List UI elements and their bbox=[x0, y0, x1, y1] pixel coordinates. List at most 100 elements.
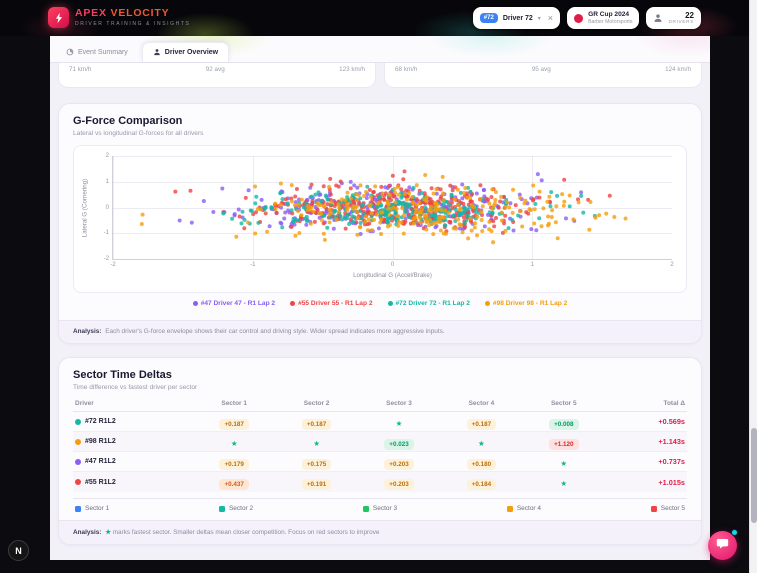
speed-max: 124 km/h bbox=[665, 66, 691, 73]
col-sector-5: Sector 5 bbox=[550, 400, 577, 407]
sector-table-header: Driver Sector 1 Sector 2 Sector 3 Sector… bbox=[73, 396, 687, 412]
gforce-card-head: G-Force Comparison Lateral vs longitudin… bbox=[59, 104, 701, 137]
sector-delta-cell: +0.187 bbox=[193, 413, 275, 431]
scrollbar-thumb[interactable] bbox=[751, 428, 757, 523]
driver-color-dot bbox=[75, 458, 81, 465]
page-content: 71 km/h 92 avg 123 km/h 68 km/h 95 avg 1… bbox=[50, 63, 710, 560]
legend-dot-icon bbox=[484, 301, 490, 306]
gforce-legend-item[interactable]: #72 Driver 72 - R1 Lap 2 bbox=[387, 300, 470, 307]
sector-delta-cell: ★ bbox=[523, 473, 605, 491]
driver-cell: #98 R1L2 bbox=[75, 438, 193, 445]
driver-select-label: Driver 72 bbox=[502, 14, 533, 22]
driver-color-dot bbox=[75, 418, 81, 425]
driver-color-dot bbox=[75, 479, 81, 485]
fastest-star-icon: ★ bbox=[560, 479, 568, 488]
sector-legend-item: Sector 3 bbox=[362, 505, 398, 512]
sector-delta-cell: +0.203 bbox=[358, 473, 440, 491]
y-tick-label: 1 bbox=[105, 178, 109, 185]
driver-label: #47 R1L2 bbox=[85, 458, 116, 465]
driver-overview-icon bbox=[153, 48, 161, 56]
tab-event-summary[interactable]: Event Summary bbox=[56, 43, 138, 62]
y-tick-label: 2 bbox=[105, 153, 109, 159]
tab-driver-overview[interactable]: Driver Overview bbox=[141, 42, 230, 62]
sector-table-row: #72 R1L2 +0.187 +0.187 ★ +0.187 +0.008 +0.569s bbox=[73, 412, 687, 432]
col-sector-2: Sector 2 bbox=[303, 400, 330, 407]
logo-text: APEX VELOCITY DRIVER TRAINING & INSIGHTS bbox=[75, 6, 190, 27]
scrollbar-track[interactable] bbox=[749, 0, 757, 573]
sector-subtitle: Time difference vs fastest driver per se… bbox=[73, 384, 198, 391]
sector-delta-cell: +0.023 bbox=[358, 433, 440, 451]
y-axis-label: Lateral G (Cornering) bbox=[81, 178, 89, 238]
event-summary-icon bbox=[66, 48, 74, 56]
sector-color-swatch bbox=[362, 505, 369, 512]
analysis-text: marks fastest sector. Smaller deltas mea… bbox=[112, 529, 380, 536]
app-logo[interactable]: APEX VELOCITY DRIVER TRAINING & INSIGHTS bbox=[48, 7, 190, 28]
sector-card-head: Sector Time Deltas Time difference vs fa… bbox=[59, 358, 701, 391]
speed-avg: 95 avg bbox=[531, 66, 551, 73]
legend-dot-icon bbox=[290, 301, 296, 306]
chat-fab-button[interactable] bbox=[708, 531, 737, 560]
header-controls: #72 Driver 72 ▾ × GR Cup 2024 Barber Mot… bbox=[472, 7, 701, 29]
sector-color-swatch bbox=[506, 505, 513, 512]
y-tick-label: -2 bbox=[103, 256, 109, 262]
sector-delta-cell: +1.120 bbox=[523, 433, 605, 451]
clear-driver-button[interactable]: × bbox=[547, 12, 554, 23]
sector-delta-cell: +0.437 bbox=[193, 473, 275, 491]
driver-cell: #72 R1L2 bbox=[75, 418, 193, 425]
sector-legend: Sector 1 Sector 2 Sector 3 Sector 4 Sector 5 bbox=[73, 498, 687, 517]
gforce-subtitle: Lateral vs longitudinal G-forces for all… bbox=[73, 130, 204, 137]
event-logo-icon bbox=[574, 13, 584, 23]
sector-legend-label: Sector 5 bbox=[660, 505, 685, 512]
y-tick-label: -1 bbox=[103, 230, 109, 237]
app-header: APEX VELOCITY DRIVER TRAINING & INSIGHTS… bbox=[0, 0, 757, 36]
x-axis-label: Longitudinal G (Accel/Brake) bbox=[353, 272, 432, 279]
sector-legend-label: Sector 2 bbox=[228, 505, 254, 512]
gforce-plot: Longitudinal G (Accel/Brake) -2 -1 0 1 2 -2 -1… bbox=[104, 153, 674, 279]
total-delta: +1.143s bbox=[658, 437, 685, 446]
sector-legend-label: Sector 3 bbox=[372, 505, 398, 512]
delta-pill: +0.184 bbox=[466, 479, 497, 490]
fastest-star-icon: ★ bbox=[105, 529, 111, 536]
sector-table-row: #55 R1L2 +0.437 +0.191 +0.203 +0.184 ★ +1.015s bbox=[73, 472, 687, 492]
x-tick-label: -1 bbox=[250, 262, 256, 268]
sector-card: Sector Time Deltas Time difference vs fa… bbox=[58, 357, 702, 545]
sector-delta-cell: ★ bbox=[193, 433, 275, 451]
sector-delta-cell: ★ bbox=[440, 433, 522, 451]
x-tick-label: 1 bbox=[530, 262, 534, 268]
delta-pill: +0.437 bbox=[219, 479, 249, 490]
driver-cell: #47 R1L2 bbox=[75, 458, 193, 465]
driver-select[interactable]: #72 Driver 72 ▾ × bbox=[472, 7, 561, 29]
driver-number-badge: #72 bbox=[479, 13, 498, 23]
driver-label: #98 R1L2 bbox=[85, 438, 116, 445]
analysis-label: Analysis: bbox=[73, 529, 102, 536]
sector-delta-cell: ★ bbox=[523, 453, 605, 471]
sector-legend-label: Sector 4 bbox=[516, 505, 542, 512]
gforce-legend-item[interactable]: #98 Driver 98 - R1 Lap 2 bbox=[484, 300, 567, 307]
chat-bubble-icon bbox=[716, 537, 729, 555]
delta-pill: +0.179 bbox=[219, 458, 249, 470]
sector-color-swatch bbox=[218, 505, 225, 512]
gforce-legend-item[interactable]: #55 Driver 55 - R1 Lap 2 bbox=[290, 300, 373, 307]
sector-delta-cell: +0.180 bbox=[440, 453, 522, 471]
total-delta: +1.015s bbox=[658, 477, 685, 487]
gforce-legend-item[interactable]: #47 Driver 47 - R1 Lap 2 bbox=[192, 300, 275, 307]
delta-pill: +0.203 bbox=[384, 458, 414, 470]
logo-title-apex: APEX bbox=[75, 6, 107, 19]
speed-cards-row: 71 km/h 92 avg 123 km/h 68 km/h 95 avg 1… bbox=[58, 63, 702, 88]
drivers-count: 22 bbox=[685, 10, 694, 20]
sector-delta-cell: +0.008 bbox=[523, 413, 605, 431]
tab-label: Event Summary bbox=[78, 48, 128, 56]
sector-table: Driver Sector 1 Sector 2 Sector 3 Sector… bbox=[73, 396, 687, 492]
devtools-badge[interactable]: N bbox=[8, 540, 29, 561]
sector-delta-cell: +0.175 bbox=[275, 453, 357, 471]
speed-avg: 92 avg bbox=[205, 66, 225, 73]
sector-legend-item: Sector 2 bbox=[218, 505, 254, 512]
sector-delta-cell: ★ bbox=[358, 413, 440, 431]
event-badge[interactable]: GR Cup 2024 Barber Motorsports bbox=[567, 7, 640, 29]
gforce-legend: #47 Driver 47 - R1 Lap 2 #55 Driver 55 - … bbox=[59, 293, 701, 315]
gforce-canvas[interactable] bbox=[113, 156, 672, 259]
sector-analysis: Analysis: ★ marks fastest sector. Smalle… bbox=[59, 520, 701, 544]
gforce-title: G-Force Comparison bbox=[73, 115, 183, 127]
delta-pill: +0.187 bbox=[301, 418, 332, 430]
